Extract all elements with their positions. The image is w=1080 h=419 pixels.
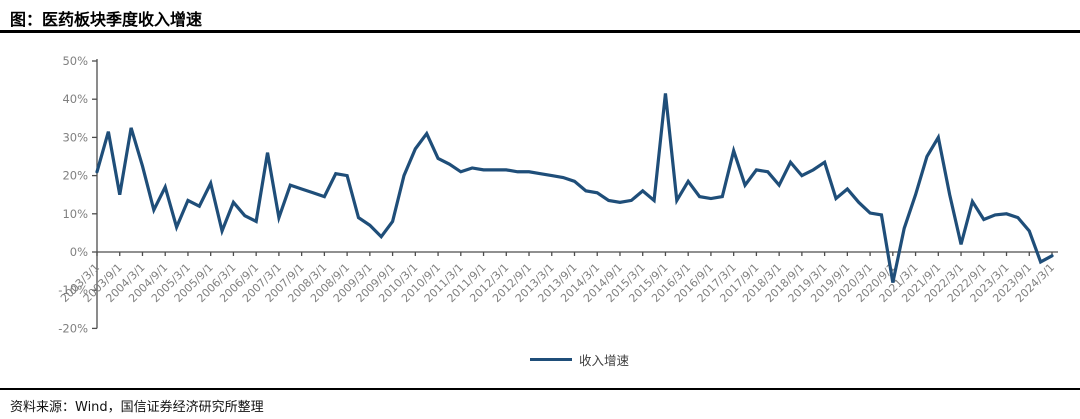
svg-text:40%: 40%: [62, 92, 88, 106]
legend-label: 收入增速: [579, 353, 630, 368]
svg-text:50%: 50%: [62, 54, 88, 68]
revenue-growth-chart: 50% 40% 30% 20% 10% 0% -10% -20% 2003/3/12003/9/…: [58, 54, 1058, 335]
svg-text:30%: 30%: [62, 130, 88, 144]
svg-text:-10%: -10%: [58, 283, 88, 297]
x-axis-labels: 2003/3/12003/9/12004/3/12004/9/12005/3/1…: [58, 261, 1057, 305]
svg-text:20%: 20%: [62, 169, 88, 183]
legend-line-swatch: [530, 358, 572, 361]
page-title: 图：医药板块季度收入增速: [10, 10, 203, 29]
source-text: 资料来源：Wind，国信证券经济研究所整理: [10, 400, 264, 415]
svg-text:10%: 10%: [62, 207, 88, 221]
svg-text:0%: 0%: [70, 245, 88, 259]
title-underline: [0, 30, 1080, 33]
source-divider: [0, 388, 1080, 390]
svg-text:-20%: -20%: [58, 321, 88, 335]
revenue-growth-series-line: [95, 93, 1054, 283]
y-axis-labels: 50% 40% 30% 20% 10% 0% -10% -20%: [58, 54, 88, 335]
legend: 收入增速: [530, 350, 629, 369]
